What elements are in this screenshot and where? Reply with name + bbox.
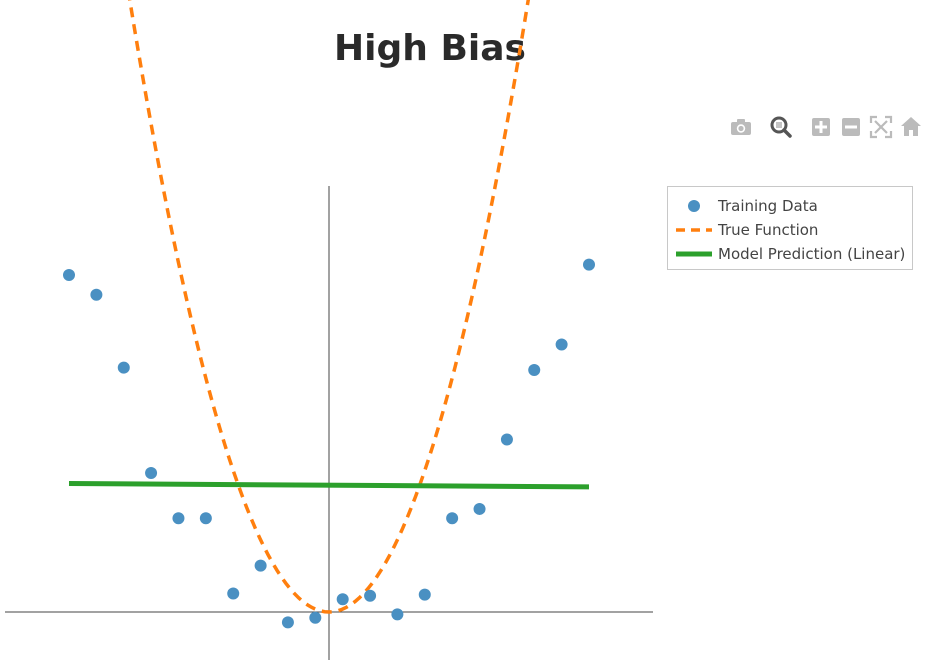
legend-line-icon bbox=[676, 251, 712, 257]
training-data-point[interactable] bbox=[309, 611, 322, 624]
camera-icon[interactable] bbox=[728, 114, 754, 140]
home-icon[interactable] bbox=[898, 114, 924, 140]
legend-label-model-prediction: Model Prediction (Linear) bbox=[718, 245, 906, 263]
legend-marker-icon bbox=[688, 200, 700, 212]
legend: Training Data True Function Model Predic… bbox=[667, 186, 913, 270]
chart-title: High Bias bbox=[334, 28, 526, 69]
model-prediction-line bbox=[68, 480, 590, 490]
training-data-point[interactable] bbox=[473, 502, 486, 515]
training-data-point[interactable] bbox=[199, 512, 212, 525]
training-data-point[interactable] bbox=[418, 588, 431, 601]
training-data-point[interactable] bbox=[555, 338, 568, 351]
training-data-point[interactable] bbox=[446, 512, 459, 525]
training-data-points bbox=[63, 258, 595, 629]
legend-item-training-data[interactable]: Training Data bbox=[668, 194, 912, 218]
training-data-point[interactable] bbox=[281, 616, 294, 629]
training-data-point[interactable] bbox=[391, 608, 404, 621]
zoom-out-icon[interactable] bbox=[838, 114, 864, 140]
zoom-in-icon[interactable] bbox=[808, 114, 834, 140]
autoscale-icon[interactable] bbox=[868, 114, 894, 140]
training-data-point[interactable] bbox=[528, 363, 541, 376]
training-data-point[interactable] bbox=[145, 467, 158, 480]
training-data-point[interactable] bbox=[336, 593, 349, 606]
legend-item-model-prediction[interactable]: Model Prediction (Linear) bbox=[668, 242, 912, 266]
legend-label-training-data: Training Data bbox=[718, 197, 818, 215]
training-data-point[interactable] bbox=[90, 288, 103, 301]
modebar bbox=[728, 114, 924, 140]
training-data-point[interactable] bbox=[583, 258, 595, 271]
training-data-point[interactable] bbox=[117, 361, 130, 374]
true-function-line bbox=[127, 0, 531, 614]
training-data-point[interactable] bbox=[254, 559, 267, 572]
training-data-point[interactable] bbox=[227, 587, 240, 600]
legend-item-true-function[interactable]: True Function bbox=[668, 218, 912, 242]
training-data-point[interactable] bbox=[172, 512, 185, 525]
legend-label-true-function: True Function bbox=[718, 221, 819, 239]
zoom-icon[interactable] bbox=[768, 114, 794, 140]
training-data-point[interactable] bbox=[500, 433, 513, 446]
training-data-point[interactable] bbox=[63, 269, 75, 282]
training-data-point[interactable] bbox=[364, 589, 377, 602]
legend-dash-icon bbox=[676, 228, 712, 232]
